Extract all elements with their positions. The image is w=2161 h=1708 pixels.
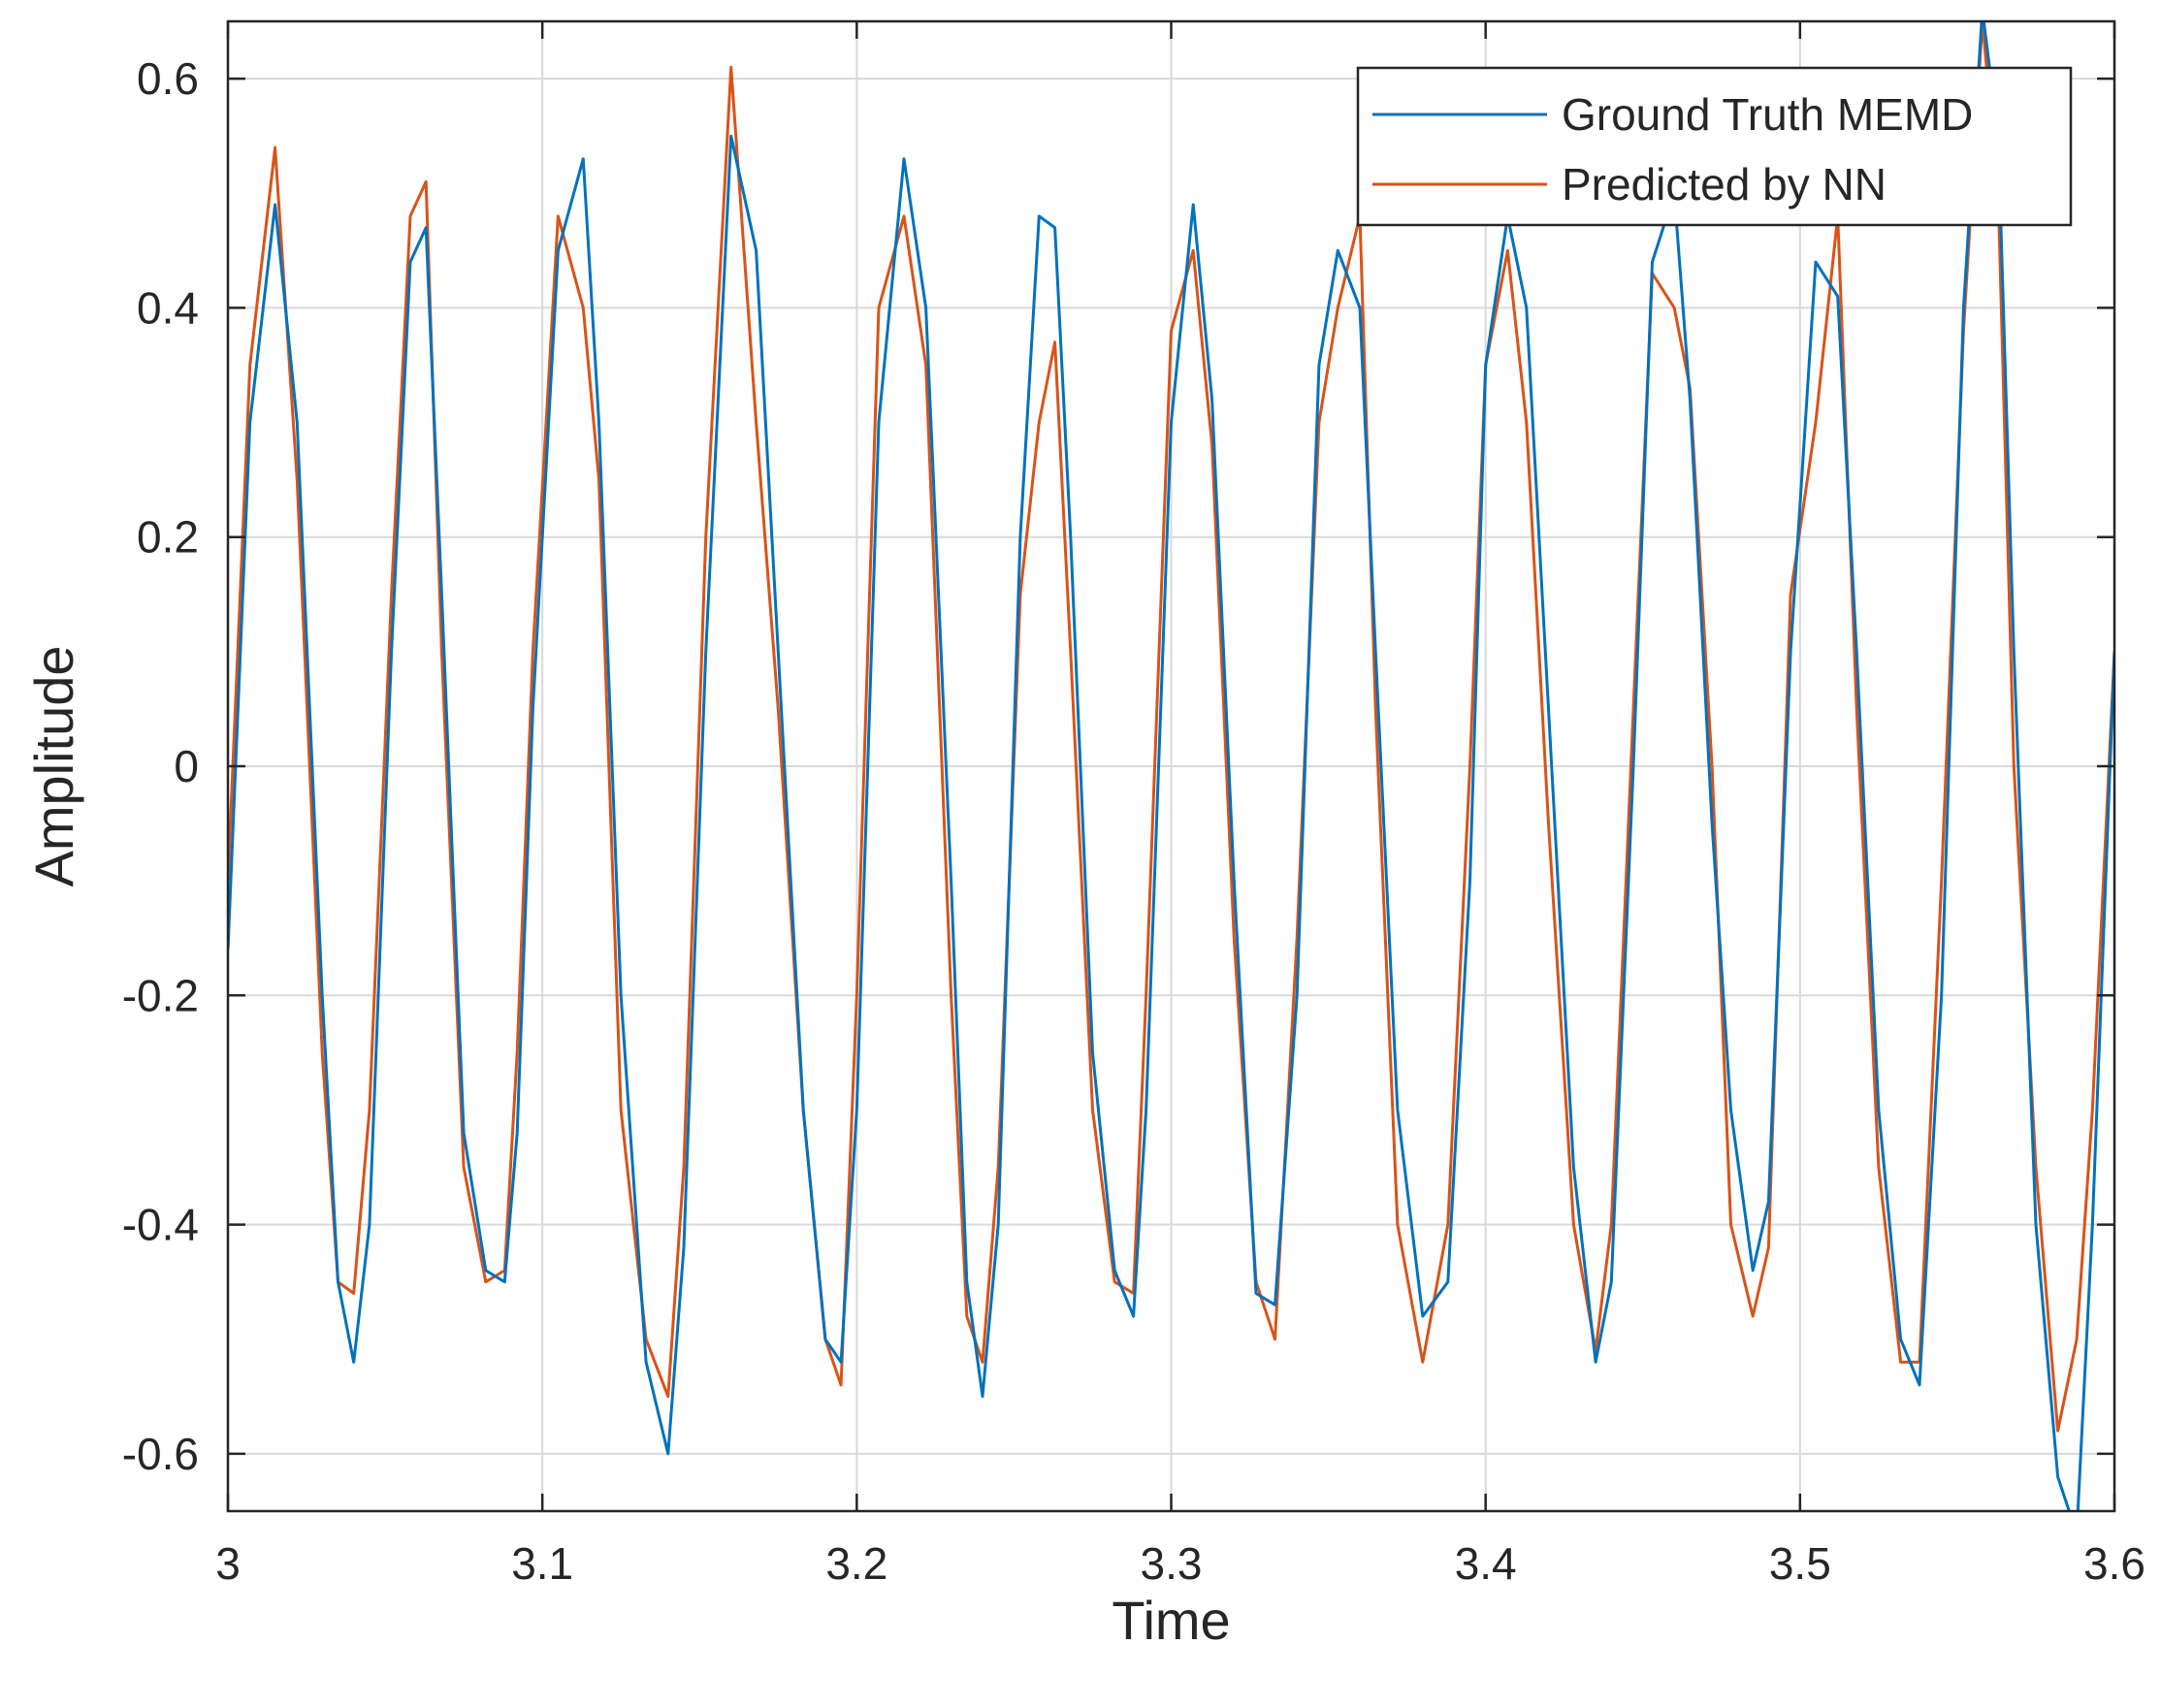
tick-labels: 3 3.1 3.2 3.3 3.4 3.5 3.6 -0.6 -0.4 -0.2 0 0.2 0.4 0.… [122,53,2145,1589]
x-tick-label: 3.5 [1769,1538,1831,1589]
y-tick-label: -0.4 [122,1200,199,1250]
x-tick-label: 3.3 [1141,1538,1203,1589]
x-axis-title: Time [1112,1590,1230,1651]
legend-label-ground-truth: Ground Truth MEMD [1562,89,1973,140]
y-tick-label: 0 [174,741,199,791]
x-tick-label: 3.6 [2083,1538,2145,1589]
y-tick-label: -0.6 [122,1429,199,1479]
y-tick-label: 0.6 [137,53,199,104]
y-tick-label: 0.2 [137,512,199,563]
legend-box [1356,66,2073,227]
x-tick-label: 3.2 [825,1538,887,1589]
y-axis-title: Amplitude [23,645,84,886]
series-line-ground-truth [228,21,2114,1511]
x-tick-label: 3.1 [511,1538,573,1589]
series-lines [228,21,2114,1511]
legend: Ground Truth MEMD Predicted by NN [1356,66,2073,227]
x-tick-label: 3 [215,1538,241,1589]
y-tick-label: -0.2 [122,970,199,1020]
y-tick-label: 0.4 [137,282,199,333]
legend-label-predicted: Predicted by NN [1562,159,1887,209]
axis-ticks [226,21,2116,1511]
series-line-predicted [228,21,2114,1433]
x-tick-label: 3.4 [1455,1538,1517,1589]
